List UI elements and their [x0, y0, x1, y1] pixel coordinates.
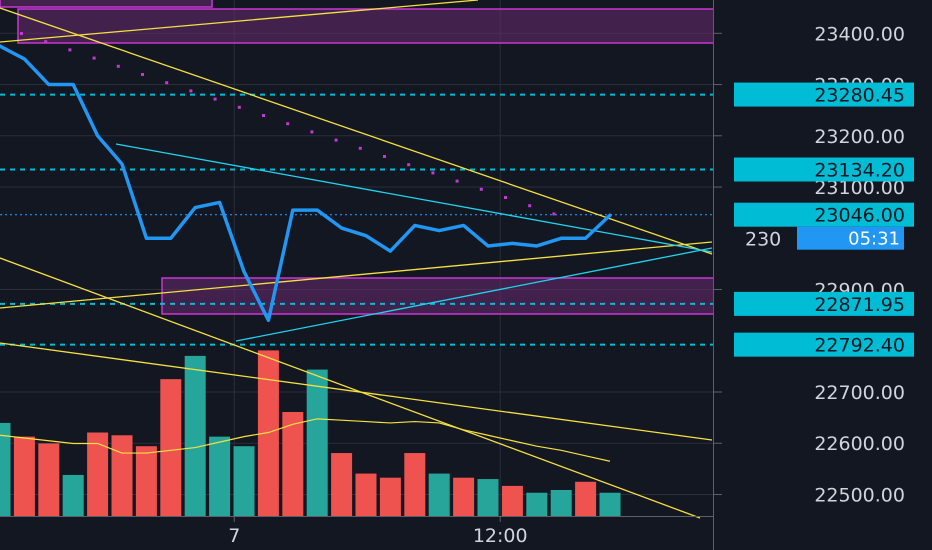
price-level-lines[interactable]	[0, 93, 714, 346]
support-zone[interactable]	[161, 277, 715, 315]
projection-dot-9	[237, 105, 241, 109]
time-axis-label-0: 7	[228, 525, 240, 547]
volume-bar-23[interactable]	[550, 490, 572, 516]
resistance-zone-top[interactable]	[17, 8, 715, 44]
volume-bar-18[interactable]	[428, 473, 450, 516]
volume-bar-11[interactable]	[257, 350, 279, 516]
projection-dot-22	[552, 212, 556, 216]
price-axis-label-7: 22500.00	[814, 484, 905, 506]
volume-bar-4[interactable]	[87, 432, 109, 516]
volume-bar-24[interactable]	[575, 481, 597, 516]
volume-bar-2[interactable]	[38, 443, 60, 516]
projection-dot-16	[407, 163, 411, 167]
volume-bar-7[interactable]	[160, 379, 182, 516]
projection-dot-17	[431, 171, 435, 175]
price-line-series[interactable]	[0, 44, 612, 323]
volume-bar-9[interactable]	[209, 436, 231, 516]
price-level-badge-0[interactable]	[734, 82, 914, 107]
projection-dot-2	[68, 48, 72, 52]
price-level-badge-2[interactable]	[734, 291, 914, 316]
current-price-badge[interactable]	[734, 202, 914, 227]
projection-dot-10	[262, 114, 265, 117]
volume-bar-13[interactable]	[306, 369, 328, 516]
volume-bar-12[interactable]	[282, 412, 304, 516]
projection-dot-5	[141, 73, 144, 76]
volume-bar-3[interactable]	[62, 474, 84, 516]
trendlines[interactable]	[0, 0, 713, 519]
volume-bar-16[interactable]	[379, 477, 401, 516]
projection-dot-1	[44, 40, 48, 44]
channel-line-upper[interactable]	[115, 143, 713, 253]
projection-dot-21	[528, 204, 532, 208]
projection-dot-19	[479, 187, 483, 191]
price-level-badge-1[interactable]	[734, 157, 914, 182]
trendline-descending-lower[interactable]	[0, 342, 713, 441]
price-axis-label-3: 23100.00	[814, 177, 905, 199]
trendline-descending-steep[interactable]	[0, 257, 701, 519]
projection-dot-18	[455, 179, 459, 183]
price-axis-label-0: 23400.00	[814, 23, 905, 45]
projection-dot-0	[20, 32, 23, 35]
bar-countdown-label: 05:31	[848, 229, 900, 250]
price-level-badge-3[interactable]	[734, 332, 914, 357]
volume-bar-5[interactable]	[111, 435, 133, 516]
volume-bar-10[interactable]	[233, 446, 255, 516]
projection-dot-15	[383, 155, 386, 158]
time-axis[interactable]: 7 12:00	[228, 516, 528, 547]
price-level-badge-label-2: 22871.95	[814, 294, 905, 316]
volume-bar-21[interactable]	[501, 485, 523, 516]
volume-bar-6[interactable]	[135, 446, 157, 516]
price-axis-label-6: 22600.00	[814, 433, 905, 455]
volume-bar-0[interactable]	[0, 422, 11, 516]
projection-dot-14	[358, 146, 362, 150]
projection-dot-7	[189, 89, 193, 93]
price-level-badge-label-0: 23280.45	[814, 85, 905, 107]
volume-bar-17[interactable]	[404, 453, 426, 516]
projection-dot-4	[116, 64, 120, 68]
volume-bar-1[interactable]	[13, 436, 35, 516]
price-level-badge-label-3: 22792.40	[814, 335, 905, 357]
volume-bars	[0, 350, 621, 516]
time-axis-label-1: 12:00	[473, 525, 528, 547]
projection-dot-11	[286, 122, 290, 126]
volume-bar-8[interactable]	[184, 355, 206, 516]
price-axis-label-2: 23200.00	[814, 126, 905, 148]
trendline-descending-main[interactable]	[0, 7, 713, 255]
volume-bar-20[interactable]	[477, 479, 499, 516]
price-axis-label-partial: 230	[745, 229, 781, 251]
current-price-badge-label: 23046.00	[814, 205, 905, 227]
projection-dot-13	[334, 138, 338, 142]
projection-dot-12	[310, 130, 314, 134]
supply-demand-zones[interactable]	[0, 0, 715, 315]
volume-bar-25[interactable]	[599, 492, 621, 516]
price-axis-label-5: 22700.00	[814, 382, 905, 404]
volume-bar-15[interactable]	[355, 473, 377, 516]
volume-moving-average[interactable]	[0, 418, 611, 462]
projection-dot-3	[92, 56, 96, 60]
volume-bar-14[interactable]	[331, 453, 353, 516]
trendline-rising-support[interactable]	[0, 241, 713, 309]
projection-dots	[20, 32, 556, 216]
projection-dot-20	[504, 196, 507, 199]
price-badges[interactable]: 23280.45 23134.20 22871.95 22792.40 23046.00…	[734, 82, 914, 357]
price-level-badge-label-1: 23134.20	[814, 160, 905, 182]
volume-bar-22[interactable]	[526, 492, 548, 516]
projection-dot-8	[213, 97, 217, 101]
volume-bar-19[interactable]	[453, 477, 475, 516]
bar-countdown-badge	[797, 226, 904, 250]
channel-line-lower[interactable]	[235, 247, 713, 342]
resistance-zone-top-edge[interactable]	[0, 0, 213, 8]
projection-dot-6	[165, 81, 169, 85]
